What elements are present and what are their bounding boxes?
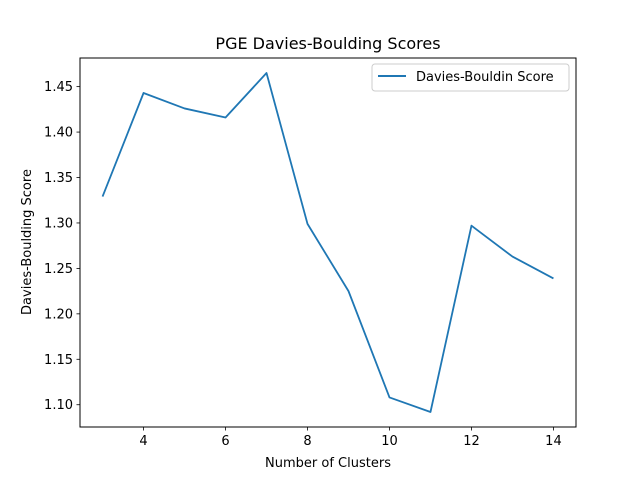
plot-area xyxy=(79,57,577,428)
legend-box xyxy=(371,63,570,92)
x-axis-label: Number of Clusters xyxy=(265,456,391,471)
y-axis-label: Davies-Boulding Score xyxy=(20,169,35,315)
series-layer xyxy=(101,72,554,413)
x-tick-label: 6 xyxy=(221,434,229,449)
legend-entry-label: Davies-Bouldin Score xyxy=(416,70,554,85)
y-tick-label: 1.20 xyxy=(44,307,73,322)
x-tick-label: 4 xyxy=(139,434,147,449)
y-tick-label: 1.30 xyxy=(44,216,73,231)
y-tick-label: 1.10 xyxy=(44,398,73,413)
y-axis-ticks: 1.10 1.15 1.20 1.25 1.30 1.35 1.40 1.45 xyxy=(44,80,80,413)
legend: Davies-Bouldin Score xyxy=(371,63,570,92)
chart-title: PGE Davies-Boulding Scores xyxy=(215,34,440,53)
x-tick-label: 12 xyxy=(463,434,480,449)
y-tick-label: 1.45 xyxy=(44,80,73,95)
axes-frame xyxy=(79,57,577,428)
series-line xyxy=(101,72,554,413)
x-axis-ticks: 4 6 8 10 12 14 xyxy=(139,427,562,449)
y-tick-label: 1.15 xyxy=(44,353,73,368)
y-tick-label: 1.35 xyxy=(44,171,73,186)
x-tick-label: 10 xyxy=(381,434,398,449)
x-tick-label: 14 xyxy=(545,434,562,449)
y-tick-label: 1.40 xyxy=(44,126,73,141)
x-tick-label: 8 xyxy=(303,434,311,449)
y-tick-label: 1.25 xyxy=(44,262,73,277)
